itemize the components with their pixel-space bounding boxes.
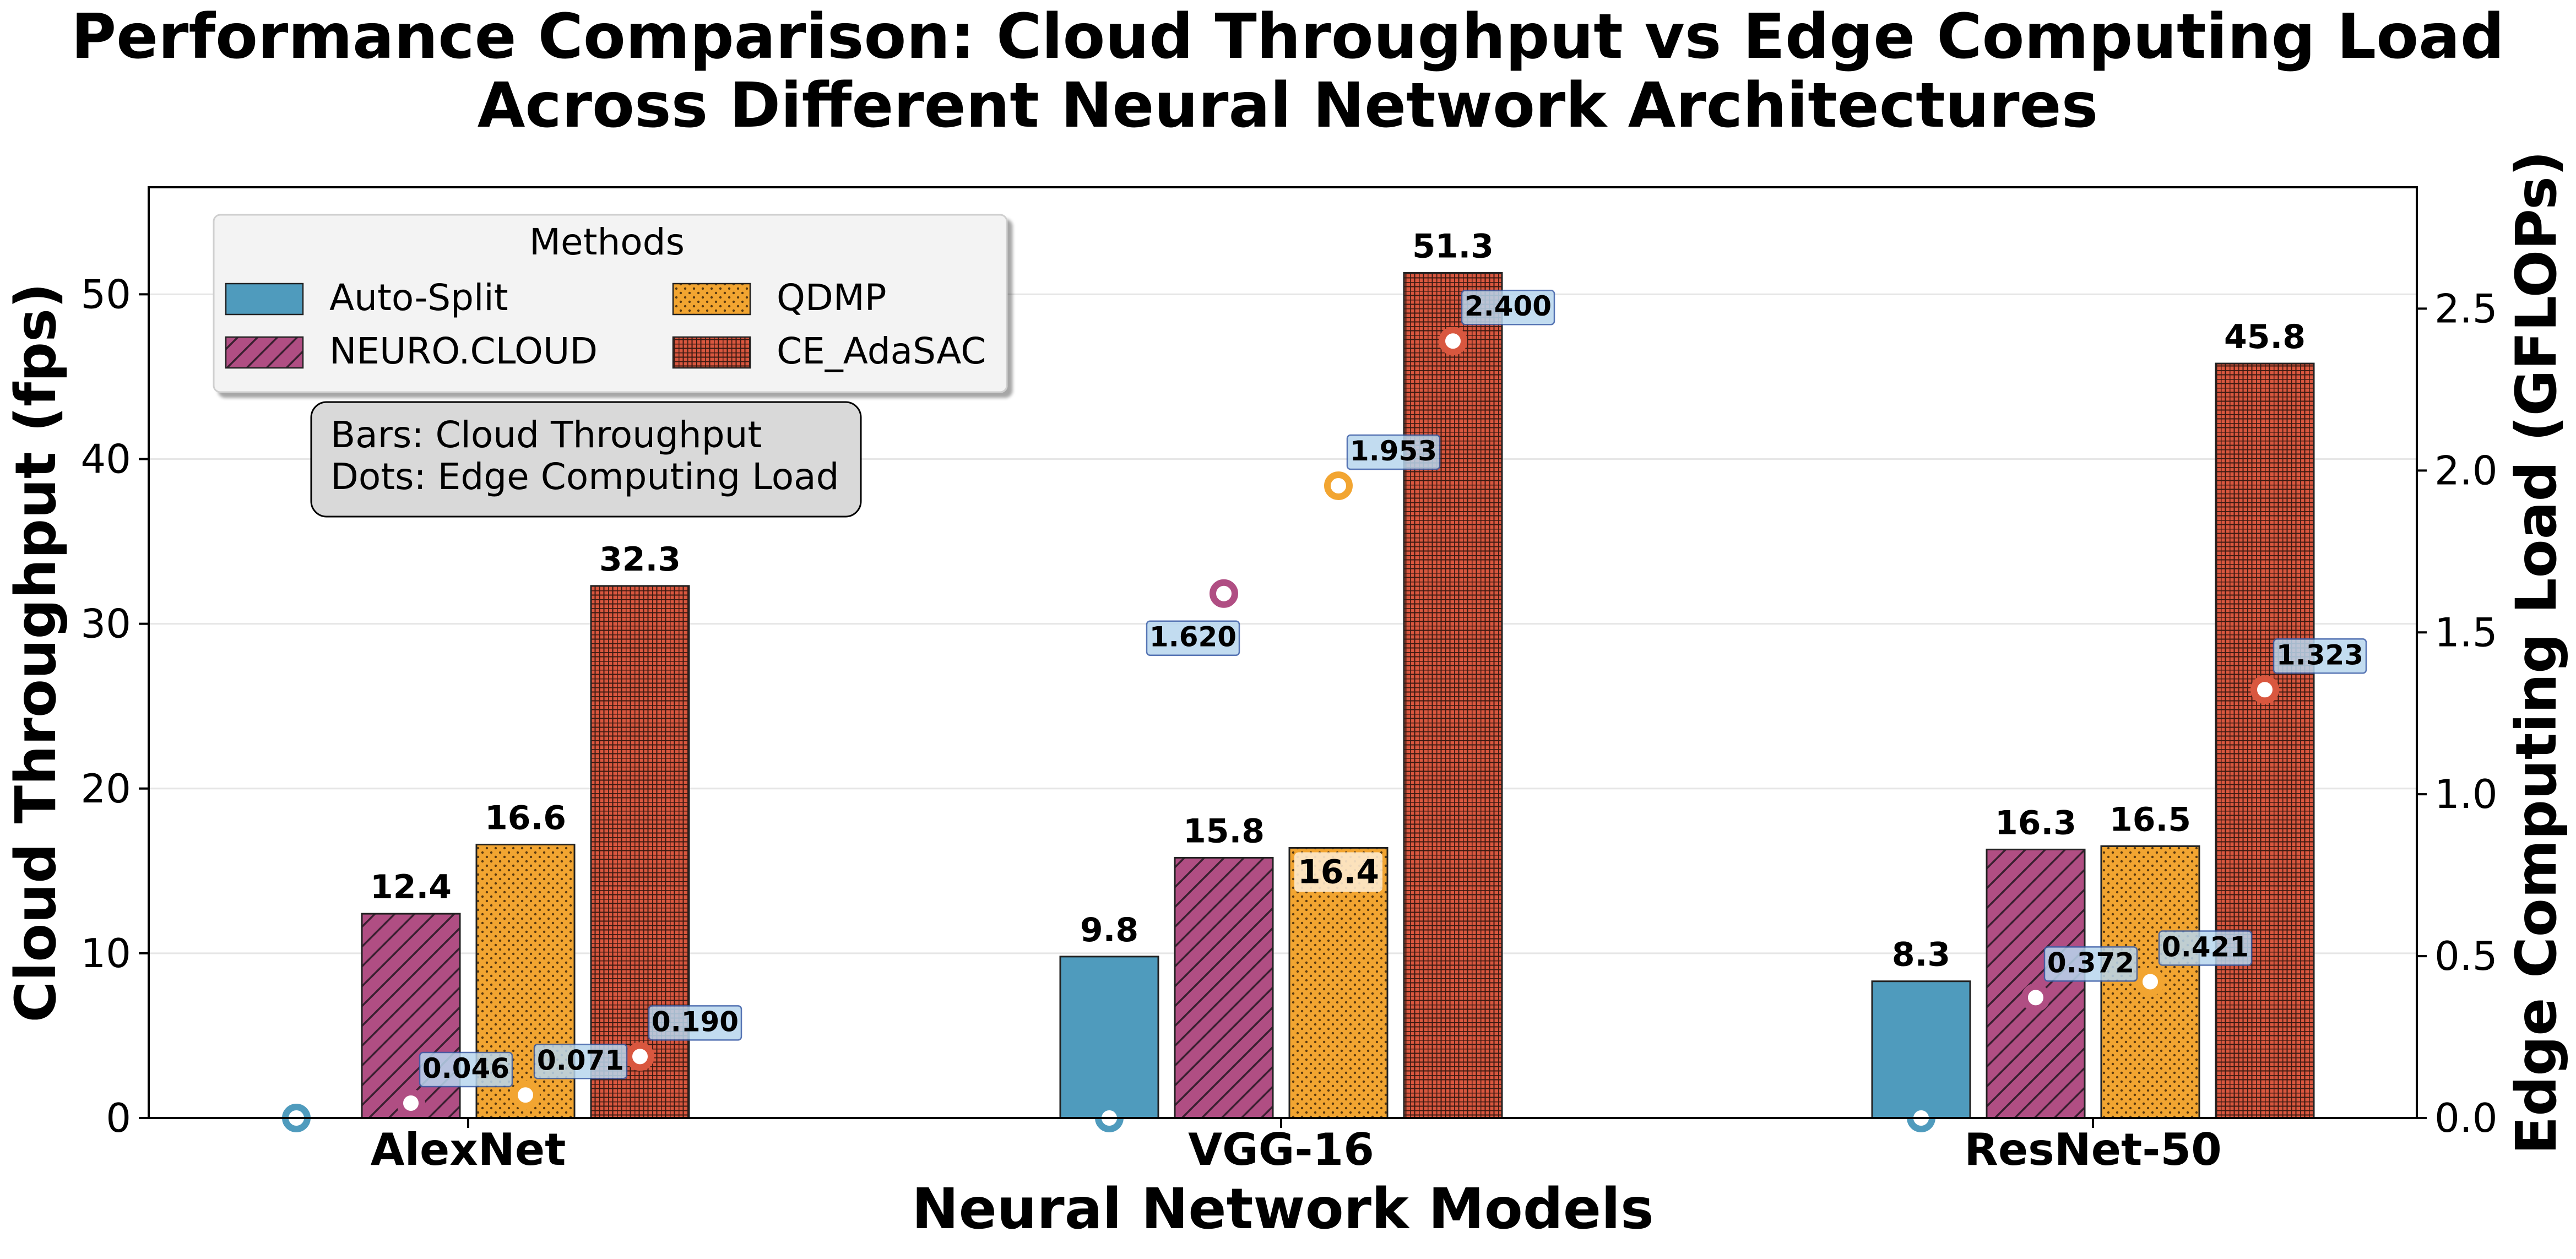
- legend-swatch: [225, 336, 304, 369]
- legend-swatch: [225, 283, 304, 316]
- dot-qdmp: [511, 1081, 540, 1110]
- bar-value-label-bg: [1294, 852, 1382, 892]
- legend-swatch: [672, 336, 751, 369]
- y-tick-label: 10: [80, 930, 131, 976]
- dot-neuro-cloud: [1210, 579, 1238, 608]
- dot-neuro-cloud: [397, 1088, 425, 1117]
- dot-value-label-bg: [419, 1051, 513, 1088]
- bar-value-label: 9.8: [1080, 911, 1138, 949]
- bar-value-label: 16.5: [2109, 800, 2191, 839]
- y2-tick-label: 1.0: [2434, 771, 2498, 817]
- dot-value-label: 0.421: [2162, 931, 2249, 963]
- x-axis-label: Neural Network Models: [912, 1176, 1653, 1242]
- y-tick-label: 40: [80, 436, 131, 482]
- dot-value-label-bg: [2158, 930, 2253, 966]
- annotation-background: [310, 401, 862, 518]
- bar-value-label: 16.6: [485, 799, 566, 837]
- chart-title-line-1: Performance Comparison: Cloud Throughput…: [71, 1, 2504, 73]
- bar-value-label: 45.8: [2224, 318, 2306, 356]
- y-tick-label: 50: [80, 271, 131, 317]
- legend: Methods Auto-Split QDMP NEURO.CLOUD CE_AdaS…: [213, 214, 1008, 393]
- annotation-line-2: Dots: Edge Computing Load: [330, 455, 839, 498]
- bar-auto-split: [1871, 980, 1971, 1119]
- bar-value-label: 16.3: [1995, 804, 2076, 842]
- dot-value-label-bg: [2043, 946, 2138, 982]
- y-axis-label: Cloud Throughput (fps): [3, 283, 69, 1022]
- bar-value-label: 16.4: [1298, 853, 1379, 891]
- annotation-box: Bars: Cloud Throughput Dots: Edge Comput…: [310, 401, 862, 518]
- bar-qdmp: [1288, 846, 1389, 1119]
- dot-value-label-bg: [2273, 638, 2367, 674]
- dot-value-label: 1.953: [1350, 435, 1437, 467]
- y-tick-label: 20: [80, 766, 131, 812]
- y2-tick-label: 2.5: [2434, 285, 2498, 332]
- plot-frame: [148, 186, 2418, 1119]
- bar-value-label: 15.8: [1183, 812, 1265, 850]
- bar-ce-adasac: [2215, 362, 2315, 1119]
- y-tick-label: 0: [106, 1095, 131, 1141]
- x-tick-label: AlexNet: [371, 1124, 566, 1175]
- y2-tick-label: 1.5: [2434, 609, 2498, 655]
- dot-value-label-bg: [648, 1005, 742, 1041]
- dot-value-label: 0.071: [537, 1044, 624, 1076]
- legend-label: CE_AdaSAC: [777, 330, 986, 372]
- dot-value-label-bg: [1146, 620, 1240, 656]
- dot-value-label: 1.323: [2276, 639, 2363, 671]
- dot-neuro-cloud: [2021, 983, 2050, 1012]
- chart-title-line-2: Across Different Neural Network Architec…: [478, 70, 2098, 142]
- legend-label: QDMP: [777, 276, 887, 319]
- bar-neuro-cloud: [361, 913, 461, 1119]
- annotation-line-1: Bars: Cloud Throughput: [330, 414, 762, 456]
- bar-neuro-cloud: [1174, 856, 1274, 1119]
- y2-axis-label: Edge Computing Load (GFLOPs): [2504, 151, 2569, 1155]
- dot-value-label: 0.372: [2047, 947, 2134, 979]
- legend-swatch: [672, 283, 751, 316]
- legend-box: [213, 214, 1008, 393]
- bar-value-label: 12.4: [370, 868, 452, 907]
- dot-ce-adasac: [1439, 327, 1467, 356]
- bar-value-label: 32.3: [599, 540, 681, 579]
- dot-value-label: 1.620: [1149, 621, 1237, 653]
- bar-value-label: 51.3: [1412, 227, 1494, 266]
- bar-value-label: 8.3: [1892, 936, 1950, 974]
- dot-qdmp: [1324, 471, 1353, 500]
- y2-tick-label: 2.0: [2434, 447, 2498, 493]
- y2-tick-label: 0.0: [2434, 1095, 2498, 1141]
- dot-value-label-bg: [533, 1044, 628, 1079]
- y2-tick-label: 0.5: [2434, 933, 2498, 979]
- bar-auto-split: [1059, 956, 1159, 1119]
- dot-value-label-bg: [1461, 289, 1555, 325]
- x-tick-label: VGG-16: [1188, 1124, 1374, 1175]
- dot-value-label: 2.400: [1465, 290, 1552, 322]
- dot-value-label-bg: [1346, 434, 1441, 470]
- dot-ce-adasac: [626, 1042, 654, 1071]
- y-tick-label: 30: [80, 601, 131, 647]
- dot-qdmp: [2136, 967, 2165, 996]
- legend-title: Methods: [529, 221, 685, 263]
- x-tick-label: ResNet-50: [1964, 1124, 2221, 1175]
- legend-label: NEURO.CLOUD: [329, 330, 598, 372]
- dot-value-label: 0.046: [422, 1052, 509, 1084]
- dot-value-label: 0.190: [652, 1006, 739, 1038]
- legend-label: Auto-Split: [329, 276, 508, 319]
- dot-ce-adasac: [2250, 675, 2279, 704]
- bar-ce-adasac: [1403, 272, 1503, 1119]
